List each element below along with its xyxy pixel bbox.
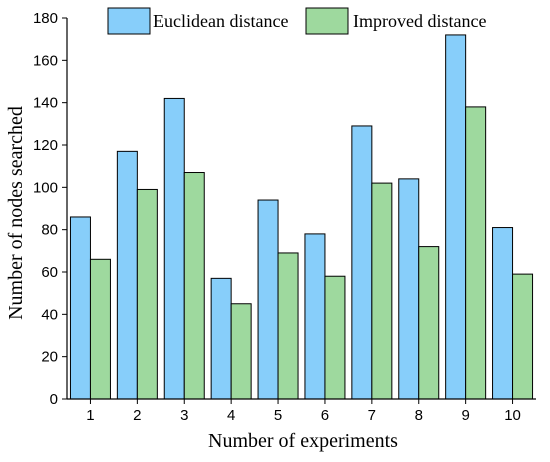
y-axis-title: Number of nodes searched: [5, 106, 27, 320]
y-tick-label: 140: [33, 95, 58, 112]
y-tick-label: 60: [41, 264, 58, 281]
y-tick-label: 20: [41, 349, 58, 366]
bar-series2-exp7: [371, 182, 393, 400]
y-tick-label: 120: [33, 137, 58, 154]
y-tick-label: 160: [33, 52, 58, 69]
bar-series1-exp9: [445, 34, 467, 400]
x-tick-label: 6: [321, 407, 329, 424]
x-tick-label: 2: [133, 407, 141, 424]
x-tick-label: 5: [274, 407, 282, 424]
bar-series1-exp4: [210, 277, 232, 400]
bar-series2-exp4: [230, 303, 252, 400]
bar-series1-exp1: [69, 216, 91, 400]
bar-series2-exp5: [277, 252, 299, 400]
x-tick-label: 7: [368, 407, 376, 424]
y-tick-label: 100: [33, 179, 58, 196]
bar-series2-exp1: [89, 258, 111, 400]
legend-label-euclidean: Euclidean distance: [153, 11, 288, 31]
legend-swatch-improved: [305, 7, 349, 35]
axes-group: [66, 18, 536, 400]
bar-series1-exp7: [351, 125, 373, 400]
legend-swatch-euclidean: [107, 7, 151, 35]
bar-series2-exp6: [324, 275, 346, 400]
bar-series2-exp9: [465, 106, 487, 400]
x-tick-label: 9: [461, 407, 469, 424]
bar-series2-exp2: [136, 188, 158, 400]
x-tick-label: 8: [415, 407, 423, 424]
legend: Euclidean distance Improved distance: [107, 7, 486, 35]
x-tick-label: 4: [227, 407, 235, 424]
bar-series1-exp10: [492, 227, 514, 400]
y-tick-label: 40: [41, 306, 58, 323]
bar-series2-exp3: [183, 172, 205, 400]
ticks-group: 0 20 40 60 80 100 120 140 160 180 1 2 3 4 5 6 7 8 9 10: [33, 10, 521, 424]
x-tick-label: 3: [180, 407, 188, 424]
x-tick-label: 1: [86, 407, 94, 424]
bar-series1-exp5: [257, 199, 279, 400]
x-axis-title: Number of experiments: [208, 430, 398, 452]
legend-label-improved: Improved distance: [353, 11, 486, 31]
bars-group: [69, 34, 534, 400]
x-tick-label: 10: [504, 407, 521, 424]
bar-series1-exp6: [304, 233, 326, 400]
y-tick-label: 0: [50, 391, 58, 408]
bar-series2-exp10: [512, 273, 534, 400]
bar-series1-exp3: [163, 97, 185, 400]
y-tick-label: 80: [41, 222, 58, 239]
y-tick-label: 180: [33, 10, 58, 27]
bar-series2-exp8: [418, 246, 440, 400]
bar-series1-exp8: [398, 178, 420, 400]
bar-series1-exp2: [116, 150, 138, 400]
